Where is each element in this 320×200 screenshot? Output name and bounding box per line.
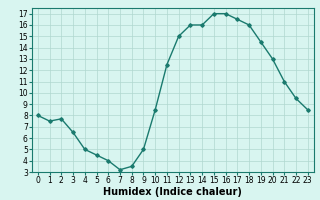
X-axis label: Humidex (Indice chaleur): Humidex (Indice chaleur) bbox=[103, 187, 242, 197]
